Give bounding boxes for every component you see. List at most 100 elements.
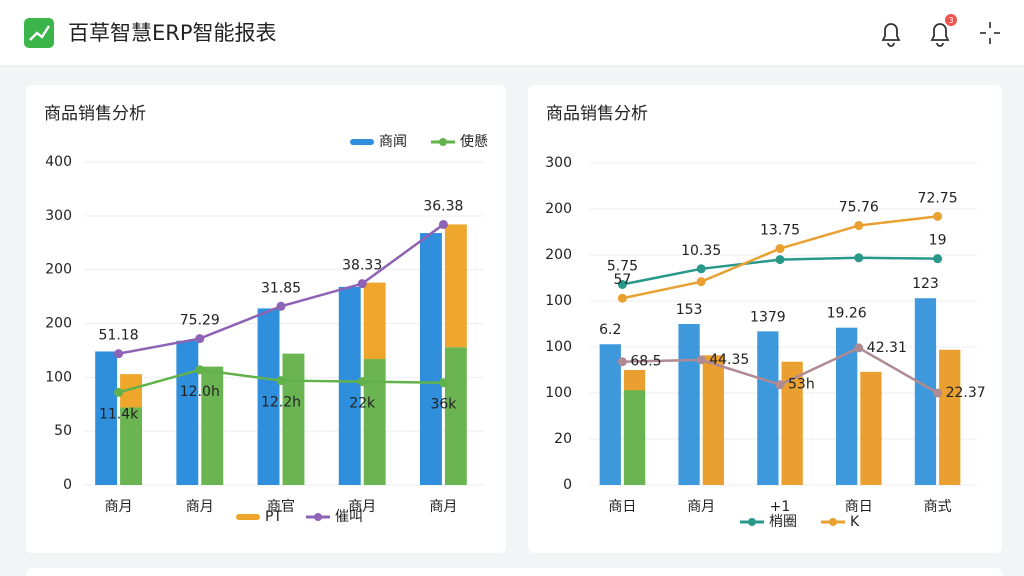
data-label: 22.37: [946, 385, 986, 401]
y-tick-label: 400: [45, 154, 72, 170]
panel: [528, 85, 1002, 553]
data-label: 10.35: [681, 243, 721, 259]
line-point: [854, 343, 864, 353]
notification-icon[interactable]: [930, 23, 950, 47]
bar: [939, 349, 961, 485]
y-tick-label: 200: [45, 262, 72, 278]
data-label: 19.26: [827, 306, 867, 322]
line-point: [114, 349, 124, 359]
line-point: [617, 293, 627, 303]
bar: [781, 361, 803, 485]
data-label: 12.0h: [180, 384, 220, 400]
y-tick-label: 200: [545, 247, 572, 263]
legend-label: K: [850, 514, 860, 530]
y-tick-label: 200: [545, 201, 572, 217]
data-label: 42.31: [867, 340, 907, 356]
bar: [444, 347, 467, 485]
bar: [599, 344, 621, 485]
legend-label: 使懸: [460, 133, 488, 150]
x-tick-label: 商月: [348, 499, 376, 515]
line-point: [933, 254, 943, 264]
legend-swatch: [829, 518, 837, 526]
line-point: [696, 264, 706, 274]
bar: [623, 390, 646, 485]
bar: [860, 371, 882, 485]
x-tick-label: 商官: [267, 499, 295, 515]
x-tick-label: +1: [770, 499, 791, 515]
data-label: 31.85: [261, 280, 301, 296]
line-point: [438, 378, 448, 388]
data-label: 36.38: [423, 198, 463, 214]
y-tick-label: 300: [45, 208, 72, 224]
line-point: [775, 380, 785, 390]
data-label: 6.2: [599, 322, 621, 338]
line-point: [438, 219, 448, 229]
data-label: 75.29: [180, 313, 220, 329]
badge: [945, 14, 957, 26]
legend-swatch: [236, 514, 260, 520]
bell-icon[interactable]: [881, 23, 901, 47]
data-label: 19: [929, 233, 947, 249]
data-label: 53h: [788, 377, 815, 393]
top-bar: [0, 0, 1024, 66]
line-point: [696, 277, 706, 287]
line-point: [696, 355, 706, 365]
data-label: 5.75: [607, 258, 638, 274]
data-label: 51.18: [99, 328, 139, 344]
data-label: 68.5: [630, 354, 661, 370]
bar: [702, 355, 724, 485]
legend-swatch: [350, 139, 374, 145]
badge-count: 3: [948, 16, 953, 25]
y-tick-label: 300: [545, 155, 572, 171]
bar: [444, 224, 467, 348]
line-point: [617, 357, 627, 367]
data-label: 12.2h: [261, 395, 301, 411]
line-point: [357, 377, 367, 387]
app-title: 百草智慧ERP智能报表: [68, 21, 277, 45]
line-point: [195, 334, 205, 344]
data-label: 57: [613, 272, 631, 288]
x-tick-label: 商月: [186, 499, 214, 515]
y-tick-label: 200: [45, 316, 72, 332]
data-label: 123: [912, 276, 939, 292]
line-point: [775, 255, 785, 265]
x-tick-label: 商月: [429, 499, 457, 515]
x-tick-label: 商式: [924, 499, 952, 515]
bar: [257, 308, 280, 485]
data-label: 38.33: [342, 258, 382, 274]
bar: [678, 324, 700, 485]
bar: [757, 331, 779, 485]
x-tick-label: 商月: [105, 499, 133, 515]
settings-icon[interactable]: [980, 22, 1000, 44]
panel: [26, 568, 1002, 576]
logo-icon: [29, 25, 51, 41]
bar: [914, 298, 937, 485]
data-label: 13.75: [760, 223, 800, 239]
x-tick-label: 商日: [845, 499, 873, 515]
data-label: 75.76: [839, 200, 879, 216]
bar: [201, 366, 224, 485]
line-point: [933, 211, 943, 221]
bar: [836, 327, 858, 485]
bar: [363, 359, 386, 485]
line-point: [854, 221, 864, 231]
y-tick-label: 0: [63, 477, 72, 493]
line-point: [114, 387, 124, 397]
legend-swatch: [314, 513, 322, 521]
legend-label: 商闻: [379, 134, 407, 150]
bar: [120, 374, 143, 408]
line-point: [617, 279, 627, 289]
y-tick-label: 100: [545, 385, 572, 401]
data-label: 22k: [349, 396, 376, 412]
line-point: [775, 244, 785, 254]
y-tick-label: 50: [54, 423, 72, 439]
data-label: 72.75: [918, 190, 958, 206]
bar: [338, 286, 361, 485]
y-tick-label: 20: [554, 431, 572, 447]
bar: [176, 340, 199, 485]
data-label: 11.4k: [99, 406, 139, 422]
bar: [282, 353, 305, 485]
x-tick-label: 商日: [608, 499, 636, 515]
legend-swatch: [439, 138, 447, 146]
